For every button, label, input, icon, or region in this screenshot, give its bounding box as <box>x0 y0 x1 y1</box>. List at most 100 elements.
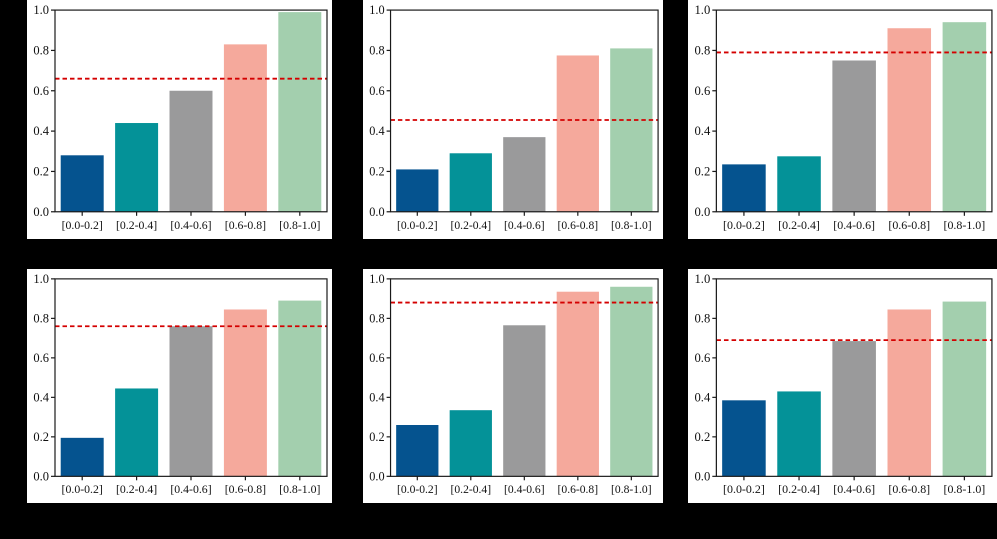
bar-[0.2-0.4] <box>449 153 492 212</box>
chart-panel-top-left: 0.0 0.2 0.4 0.6 0.8 1.0 [0.0-0.2] [0.2-0.4] [0.4… <box>27 0 332 239</box>
x-tick-label: [0.2-0.4] <box>450 219 491 232</box>
y-tick-label: 0.4 <box>369 124 385 138</box>
x-tick-label: [0.0-0.2] <box>62 218 103 232</box>
x-tick-label: [0.6-0.8] <box>225 218 266 232</box>
y-tick-label: 0.2 <box>369 164 384 178</box>
x-tick-label: [0.4-0.6] <box>504 483 545 496</box>
x-tick-label: [0.0-0.2] <box>723 482 765 496</box>
x-tick-label: [0.4-0.6] <box>833 482 875 496</box>
bar-[0.2-0.4] <box>115 388 159 477</box>
bar-[0.2-0.4] <box>777 156 821 212</box>
bar-chart-svg: 0.0 0.2 0.4 0.6 0.8 1.0 [0.0-0.2] [0.2-0.4] [0.4… <box>33 3 328 232</box>
y-tick-label: 0.0 <box>694 469 710 483</box>
x-tick-label: [0.4-0.6] <box>504 219 545 232</box>
bar-[0.2-0.4] <box>115 123 159 212</box>
chart-panel-top-middle: 0.0 0.2 0.4 0.6 0.8 1.0 [0.0-0.2] [0.2-0.4] [0.4… <box>363 0 663 239</box>
y-tick-label: 0.8 <box>694 43 710 57</box>
x-tick-label: [0.6-0.8] <box>558 219 599 232</box>
bar-[0.6-0.8] <box>223 309 267 477</box>
y-tick-label: 0.2 <box>33 430 49 444</box>
y-tick-label: 1.0 <box>694 272 710 286</box>
x-tick-label: [0.0-0.2] <box>397 483 438 496</box>
bar-[0.4-0.6] <box>832 60 876 212</box>
x-tick-label: [0.8-1.0] <box>611 483 652 496</box>
x-tick-label: [0.0-0.2] <box>397 219 438 232</box>
y-tick-label: 0.6 <box>694 351 710 365</box>
y-tick-label: 0.2 <box>33 164 49 178</box>
bar-[0.6-0.8] <box>223 44 267 212</box>
y-tick-label: 0.0 <box>369 469 384 483</box>
bar-[0.8-1.0] <box>610 286 653 477</box>
y-tick-label: 0.8 <box>369 311 384 325</box>
y-tick-label: 0.8 <box>694 311 710 325</box>
y-tick-label: 0.4 <box>369 390 384 404</box>
y-tick-label: 0.6 <box>33 351 49 365</box>
x-tick-label: [0.6-0.8] <box>888 218 930 232</box>
bar-[0.8-1.0] <box>610 48 653 212</box>
bar-chart-svg: 0.0 0.2 0.4 0.6 0.8 1.0 [0.0-0.2] [0.2-0.4] [0.4… <box>369 3 659 232</box>
bar-chart-svg: 0.0 0.2 0.4 0.6 0.8 1.0 [0.0-0.2] [0.2-0.4] [0.4… <box>694 3 993 232</box>
y-tick-label: 1.0 <box>369 3 384 17</box>
chart-panel-bottom-middle: 0.0 0.2 0.4 0.6 0.8 1.0 [0.0-0.2] [0.2-0.4] [0.4… <box>363 269 663 503</box>
x-tick-label: [0.4-0.6] <box>833 218 875 232</box>
x-tick-label: [0.6-0.8] <box>558 483 599 496</box>
y-tick-label: 1.0 <box>694 3 710 17</box>
bar-[0.0-0.2] <box>722 400 766 477</box>
x-tick-label: [0.8-1.0] <box>279 483 320 496</box>
y-tick-label: 1.0 <box>33 272 49 286</box>
chart-panel-bottom-right: 0.0 0.2 0.4 0.6 0.8 1.0 [0.0-0.2] [0.2-0.4] [0.4… <box>688 269 997 503</box>
x-tick-label: [0.8-1.0] <box>943 482 985 496</box>
x-tick-label: [0.4-0.6] <box>170 483 211 496</box>
bar-[0.4-0.6] <box>503 325 546 477</box>
x-tick-label: [0.8-1.0] <box>943 218 985 232</box>
chart-panel-top-right: 0.0 0.2 0.4 0.6 0.8 1.0 [0.0-0.2] [0.2-0.4] [0.4… <box>688 0 997 239</box>
x-tick-label: [0.8-1.0] <box>611 219 652 232</box>
y-tick-label: 0.0 <box>694 205 710 219</box>
x-tick-label: [0.2-0.4] <box>778 482 820 496</box>
bar-[0.4-0.6] <box>169 90 213 212</box>
x-tick-label: [0.6-0.8] <box>225 483 266 496</box>
bar-[0.4-0.6] <box>832 341 876 477</box>
y-tick-label: 0.2 <box>369 430 384 444</box>
y-tick-label: 1.0 <box>33 3 49 17</box>
y-tick-label: 0.8 <box>33 43 49 57</box>
y-tick-label: 0.4 <box>694 124 711 138</box>
x-tick-label: [0.0-0.2] <box>62 483 103 496</box>
y-tick-label: 0.8 <box>33 311 49 325</box>
y-tick-label: 0.8 <box>369 43 384 57</box>
y-tick-label: 0.6 <box>369 351 384 365</box>
x-tick-label: [0.2-0.4] <box>778 218 820 232</box>
y-tick-label: 0.0 <box>33 469 49 483</box>
x-tick-label: [0.6-0.8] <box>888 482 930 496</box>
bar-[0.8-1.0] <box>278 300 322 477</box>
y-tick-label: 0.4 <box>694 390 711 404</box>
bar-[0.0-0.2] <box>396 425 439 477</box>
x-tick-label: [0.8-1.0] <box>279 218 320 232</box>
bar-[0.4-0.6] <box>169 326 213 477</box>
bar-[0.8-1.0] <box>942 22 987 212</box>
y-tick-label: 0.0 <box>369 205 384 219</box>
y-tick-label: 0.6 <box>369 84 384 98</box>
bar-[0.0-0.2] <box>396 169 439 212</box>
bar-[0.2-0.4] <box>449 410 492 477</box>
x-tick-label: [0.4-0.6] <box>170 218 211 232</box>
y-tick-label: 0.2 <box>694 430 710 444</box>
bar-[0.6-0.8] <box>556 291 599 477</box>
y-tick-label: 0.4 <box>33 124 49 138</box>
bar-[0.4-0.6] <box>503 137 546 212</box>
chart-panel-bottom-left: 0.0 0.2 0.4 0.6 0.8 1.0 [0.0-0.2] [0.2-0.4] [0.4… <box>27 269 332 503</box>
x-tick-label: [0.0-0.2] <box>723 218 765 232</box>
bar-[0.6-0.8] <box>556 55 599 212</box>
bar-[0.0-0.2] <box>60 437 104 477</box>
bar-chart-svg: 0.0 0.2 0.4 0.6 0.8 1.0 [0.0-0.2] [0.2-0.4] [0.4… <box>694 272 993 496</box>
y-tick-label: 0.4 <box>33 390 49 404</box>
x-tick-label: [0.2-0.4] <box>116 483 157 496</box>
x-tick-label: [0.2-0.4] <box>116 218 157 232</box>
bar-[0.6-0.8] <box>887 28 932 212</box>
x-tick-label: [0.2-0.4] <box>451 483 492 496</box>
y-tick-label: 0.6 <box>694 84 710 98</box>
bar-[0.0-0.2] <box>60 155 104 212</box>
bar-[0.0-0.2] <box>722 164 766 212</box>
y-tick-label: 0.0 <box>33 205 49 219</box>
